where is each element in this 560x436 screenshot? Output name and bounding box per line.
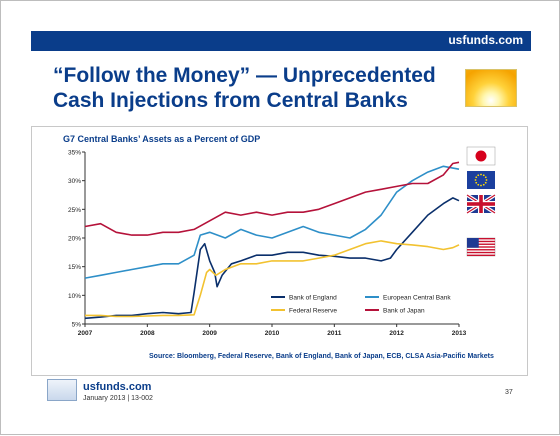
y-tick-label: 30% <box>68 178 81 185</box>
x-tick-label: 2010 <box>265 330 280 337</box>
flag-disc <box>475 150 487 162</box>
chart-frame <box>31 126 528 376</box>
flag-star <box>475 176 478 179</box>
source-note: Source: Bloomberg, Federal Reserve, Bank… <box>149 353 494 360</box>
legend-label: Federal Reserve <box>289 308 337 315</box>
y-tick-label: 20% <box>68 236 81 243</box>
legend-label: European Central Bank <box>383 295 451 302</box>
slide-title-line2: Cash Injections from Central Banks <box>53 89 408 112</box>
flag-star <box>482 183 485 186</box>
sunburst-logo-icon <box>465 69 517 107</box>
flag-star <box>477 174 480 177</box>
flag-stripe <box>467 243 495 245</box>
y-tick-label: 5% <box>72 322 82 329</box>
us-flag-icon <box>466 237 496 257</box>
flag-cross-h-red <box>467 202 495 206</box>
japan-flag-icon <box>466 146 496 166</box>
flag-star <box>474 179 477 181</box>
flag-stripe <box>467 254 495 256</box>
slide-title: “Follow the Money” — Unprecedented Cash … <box>53 63 453 113</box>
slide-title-line1: “Follow the Money” — Unprecedented <box>53 64 436 87</box>
page-number: 37 <box>505 389 513 396</box>
flag-star <box>477 183 480 186</box>
y-tick-label: 35% <box>68 150 81 157</box>
flag-star <box>480 173 482 176</box>
flag-stripe <box>467 246 495 248</box>
legend-label: Bank of England <box>289 295 337 302</box>
flag-stripe <box>467 251 495 254</box>
flag-field <box>467 171 495 189</box>
x-tick-label: 2009 <box>202 330 217 337</box>
header-brand: usfunds.com <box>448 33 523 47</box>
footer-brand: usfunds.com <box>83 381 152 393</box>
footer-date: January 2013 | 13-002 <box>83 395 153 402</box>
us-global-investors-logo-icon <box>47 379 77 401</box>
x-tick-label: 2011 <box>327 330 341 337</box>
series-line-european-central-bank <box>84 165 460 279</box>
series-line-bank-of-england <box>84 197 460 320</box>
legend-box <box>263 288 459 320</box>
flag-stripe <box>467 240 495 243</box>
x-tick-label: 2012 <box>389 330 404 337</box>
x-tick-label: 2007 <box>78 330 93 337</box>
flag-star <box>484 181 487 184</box>
flag-stripe <box>467 238 495 240</box>
flag-star <box>475 181 478 184</box>
flag-star <box>480 184 482 187</box>
flag-star <box>482 174 485 177</box>
flag-star <box>485 179 488 181</box>
legend-label: Bank of Japan <box>383 308 425 315</box>
series-line-bank-of-japan <box>84 161 460 236</box>
y-tick-label: 15% <box>68 264 81 271</box>
eu-flag-icon <box>467 171 495 189</box>
chart-title: G7 Central Banks’ Assets as a Percent of… <box>63 134 261 144</box>
x-tick-label: 2013 <box>452 330 467 337</box>
header-bar: usfunds.com <box>31 31 531 51</box>
y-tick-label: 25% <box>68 207 81 214</box>
x-tick-label: 2008 <box>140 330 155 337</box>
uk-flag-icon <box>466 193 496 215</box>
flag-canton <box>467 238 479 248</box>
y-tick-label: 10% <box>68 293 81 300</box>
series-line-federal-reserve <box>85 240 460 318</box>
flag-stripe <box>467 249 495 251</box>
flag-star <box>484 176 487 179</box>
